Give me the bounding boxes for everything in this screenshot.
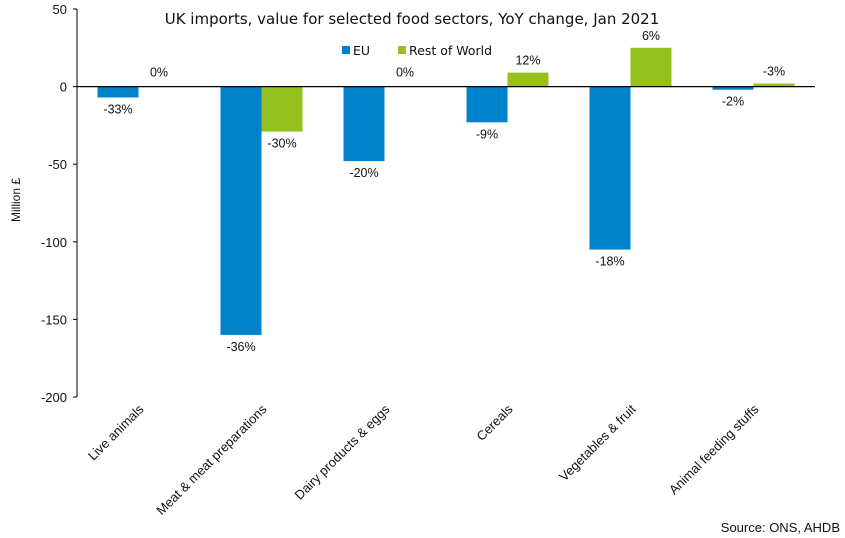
- data-labels: -33% 0% -36% -30% -20% 0% -9% 12% -18% 6% -2% -3%: [103, 29, 785, 354]
- y-tick-label: -150: [41, 312, 67, 327]
- bar-eu: [589, 86, 631, 250]
- data-label-eu: -36%: [226, 340, 255, 354]
- category-label: Live animals: [85, 401, 147, 463]
- data-label-rest-of-world: 6%: [642, 29, 660, 43]
- data-label-rest-of-world: 0%: [396, 66, 414, 80]
- data-label-rest-of-world: 12%: [515, 54, 540, 68]
- legend-label-eu: EU: [353, 43, 370, 58]
- bar-rest-of-world: [630, 47, 672, 87]
- data-label-rest-of-world: -30%: [267, 137, 296, 151]
- data-label-eu: -20%: [349, 166, 378, 180]
- data-label-eu: -9%: [476, 127, 498, 141]
- data-label-eu: -33%: [103, 102, 132, 116]
- legend-label-rest-of-world: Rest of World: [409, 43, 492, 58]
- chart-title: UK imports, value for selected food sect…: [165, 10, 660, 28]
- bar-rest-of-world: [753, 83, 795, 87]
- bar-rest-of-world: [507, 72, 549, 87]
- data-label-eu: -2%: [722, 95, 744, 109]
- legend: EU Rest of World: [342, 43, 492, 58]
- y-tick-label: -50: [48, 157, 67, 172]
- data-label-eu: -18%: [595, 255, 624, 269]
- legend-swatch-rest-of-world: [398, 46, 406, 54]
- category-label: Dairy products & eggs: [292, 401, 393, 502]
- y-axis: 50 0 -50 -100 -150 -200: [41, 2, 78, 405]
- category-label: Animal feeding stuffs: [666, 401, 762, 497]
- bar-eu: [97, 86, 139, 98]
- source-note: Source: ONS, AHDB: [721, 520, 840, 535]
- category-label: Vegetables & fruit: [556, 401, 639, 484]
- y-tick-label: -200: [41, 390, 67, 405]
- data-label-rest-of-world: 0%: [150, 66, 168, 80]
- category-labels: Live animals Meat & meat preparations Dair…: [85, 401, 762, 518]
- bar-eu: [220, 86, 262, 335]
- y-tick-label: -100: [41, 235, 67, 250]
- bar-eu: [466, 86, 508, 123]
- legend-swatch-eu: [342, 46, 350, 54]
- category-label: Cereals: [473, 401, 516, 444]
- bar-eu: [712, 86, 754, 90]
- y-axis-label: Million £: [9, 178, 23, 222]
- data-label-rest-of-world: -3%: [763, 64, 785, 78]
- bars: [97, 47, 795, 335]
- bar-eu: [343, 86, 385, 162]
- category-label: Meat & meat preparations: [153, 401, 270, 518]
- y-tick-label: 50: [53, 2, 67, 17]
- bar-rest-of-world: [261, 86, 303, 132]
- y-tick-label: 0: [60, 80, 67, 95]
